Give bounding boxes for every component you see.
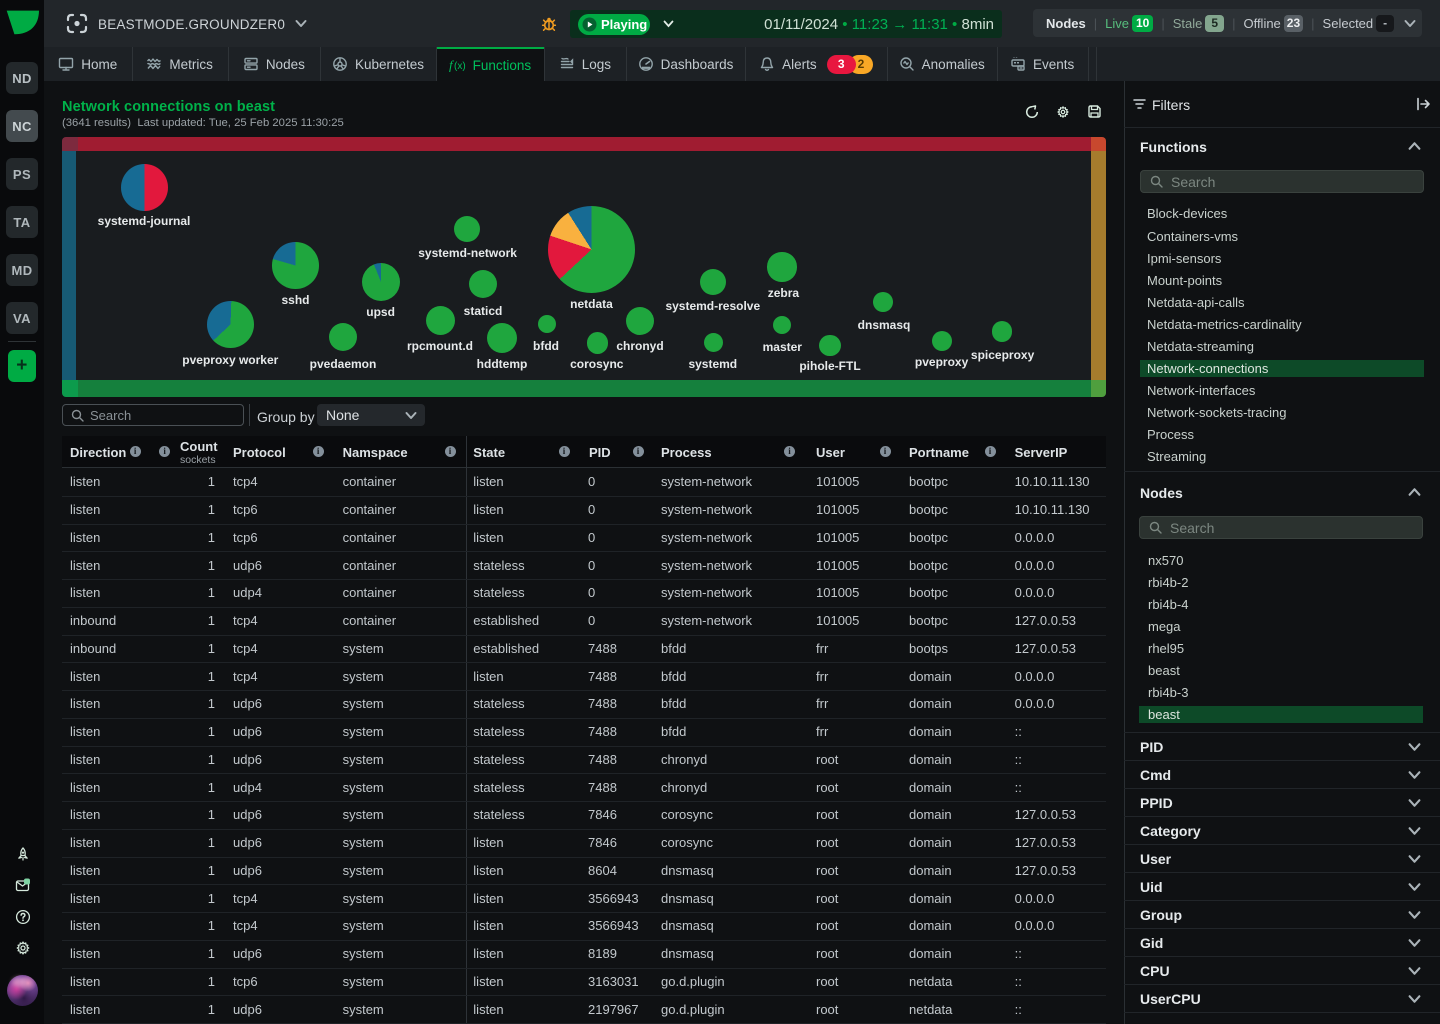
svg-text:(x): (x): [454, 61, 466, 72]
svg-text:f: f: [449, 58, 455, 72]
